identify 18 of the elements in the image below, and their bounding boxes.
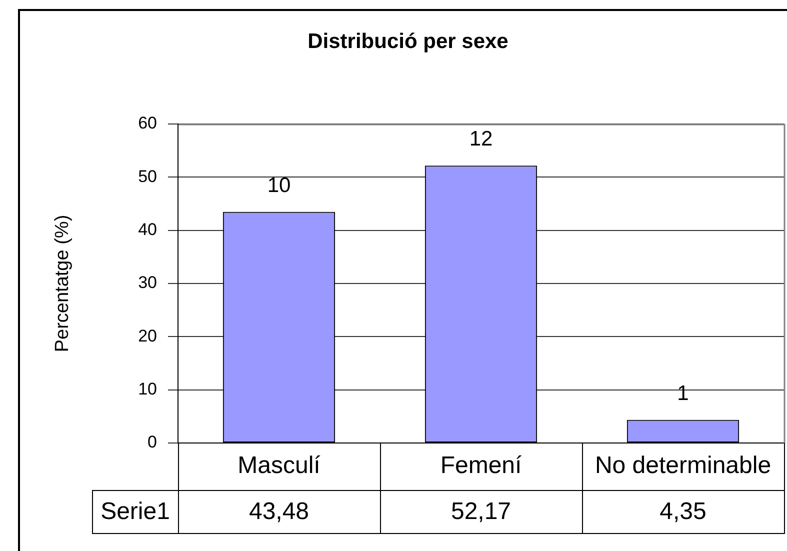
data-label: 43,48 bbox=[248, 498, 310, 526]
y-tick-label: 50 bbox=[138, 166, 157, 186]
x-tick-label: Femení bbox=[440, 452, 522, 480]
y-tick-label: 20 bbox=[138, 326, 157, 346]
chart-title: Distribució per sexe bbox=[308, 30, 508, 53]
y-tick-label: 30 bbox=[138, 273, 157, 292]
data-label: 52,17 bbox=[450, 498, 512, 526]
annotation: 12 bbox=[469, 128, 493, 151]
y-tick-label: 60 bbox=[138, 114, 157, 133]
text: Serie1 bbox=[100, 498, 170, 526]
y-axis-title: Percentatge (%) bbox=[52, 214, 74, 352]
data-label: 4,35 bbox=[660, 498, 706, 526]
y-tick-label: 40 bbox=[138, 220, 157, 240]
y-tick-label: 10 bbox=[138, 380, 157, 399]
y-tick-label: 0 bbox=[148, 432, 157, 452]
x-tick-label: No determinable bbox=[594, 452, 772, 480]
x-tick-label: Masculí bbox=[238, 452, 321, 480]
annotation: 10 bbox=[267, 174, 291, 197]
